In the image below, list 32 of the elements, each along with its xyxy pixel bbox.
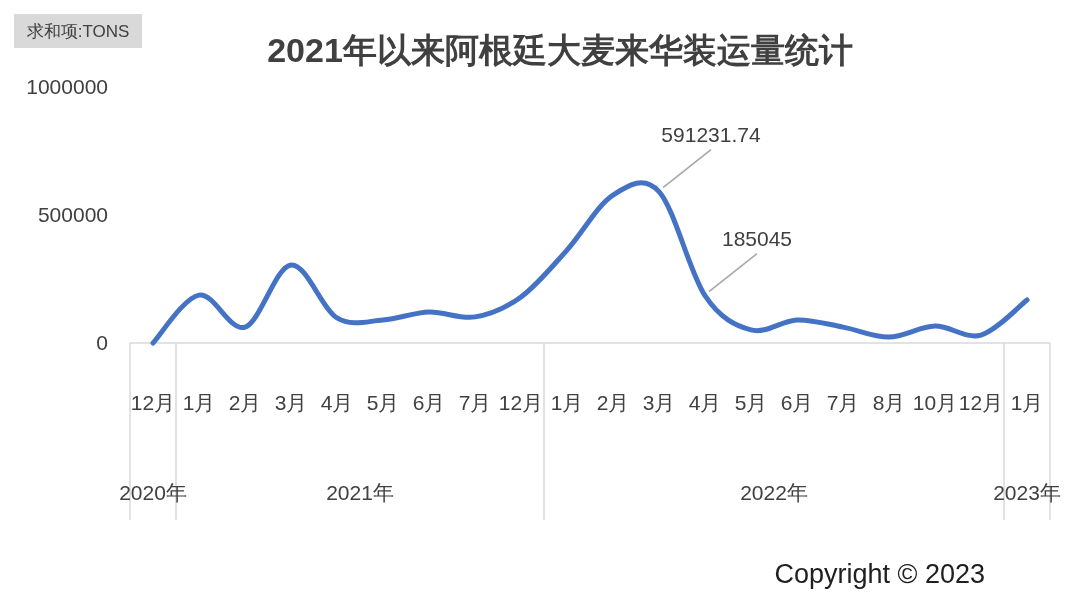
x-tick-label: 12月 [130, 391, 176, 414]
x-tick-label: 3月 [642, 391, 676, 414]
y-tick-label: 1000000 [26, 75, 108, 98]
x-tick-label: 10月 [912, 391, 958, 414]
text: 2020年 [119, 481, 187, 504]
text: 2021年 [326, 481, 394, 504]
x-tick-label: 1月 [182, 391, 216, 414]
x-tick-label: 1月 [1010, 391, 1044, 414]
x-tick-label: 6月 [412, 391, 446, 414]
y-tick-label: 0 [96, 331, 108, 354]
x-tick-label: 6月 [780, 391, 814, 414]
text: 2023年 [993, 481, 1061, 504]
y-tick-label: 500000 [37, 203, 108, 226]
x-tick-label: 8月 [872, 391, 906, 414]
x-tick-label: 4月 [320, 391, 354, 414]
x-tick-label: 4月 [688, 391, 722, 414]
x-tick-label: 5月 [366, 391, 400, 414]
x-tick-label: 2月 [228, 391, 262, 414]
x-tick-label: 12月 [958, 391, 1004, 414]
x-tick-label: 2月 [596, 391, 630, 414]
x-tick-label: 5月 [734, 391, 768, 414]
text: Copyright © 2023 [774, 559, 985, 589]
x-tick-label: 12月 [498, 391, 544, 414]
text: 2022年 [740, 481, 808, 504]
y-axis-title: 求和项:TONS [26, 22, 130, 41]
x-tick-label: 7月 [826, 391, 860, 414]
data-label: 185045 [721, 226, 793, 250]
x-tick-label: 3月 [274, 391, 308, 414]
x-tick-label: 7月 [458, 391, 492, 414]
data-label: 591231.74 [661, 122, 761, 146]
x-tick-label: 1月 [550, 391, 584, 414]
chart-title: 2021年以来阿根廷大麦来华装运量统计 [267, 31, 853, 69]
